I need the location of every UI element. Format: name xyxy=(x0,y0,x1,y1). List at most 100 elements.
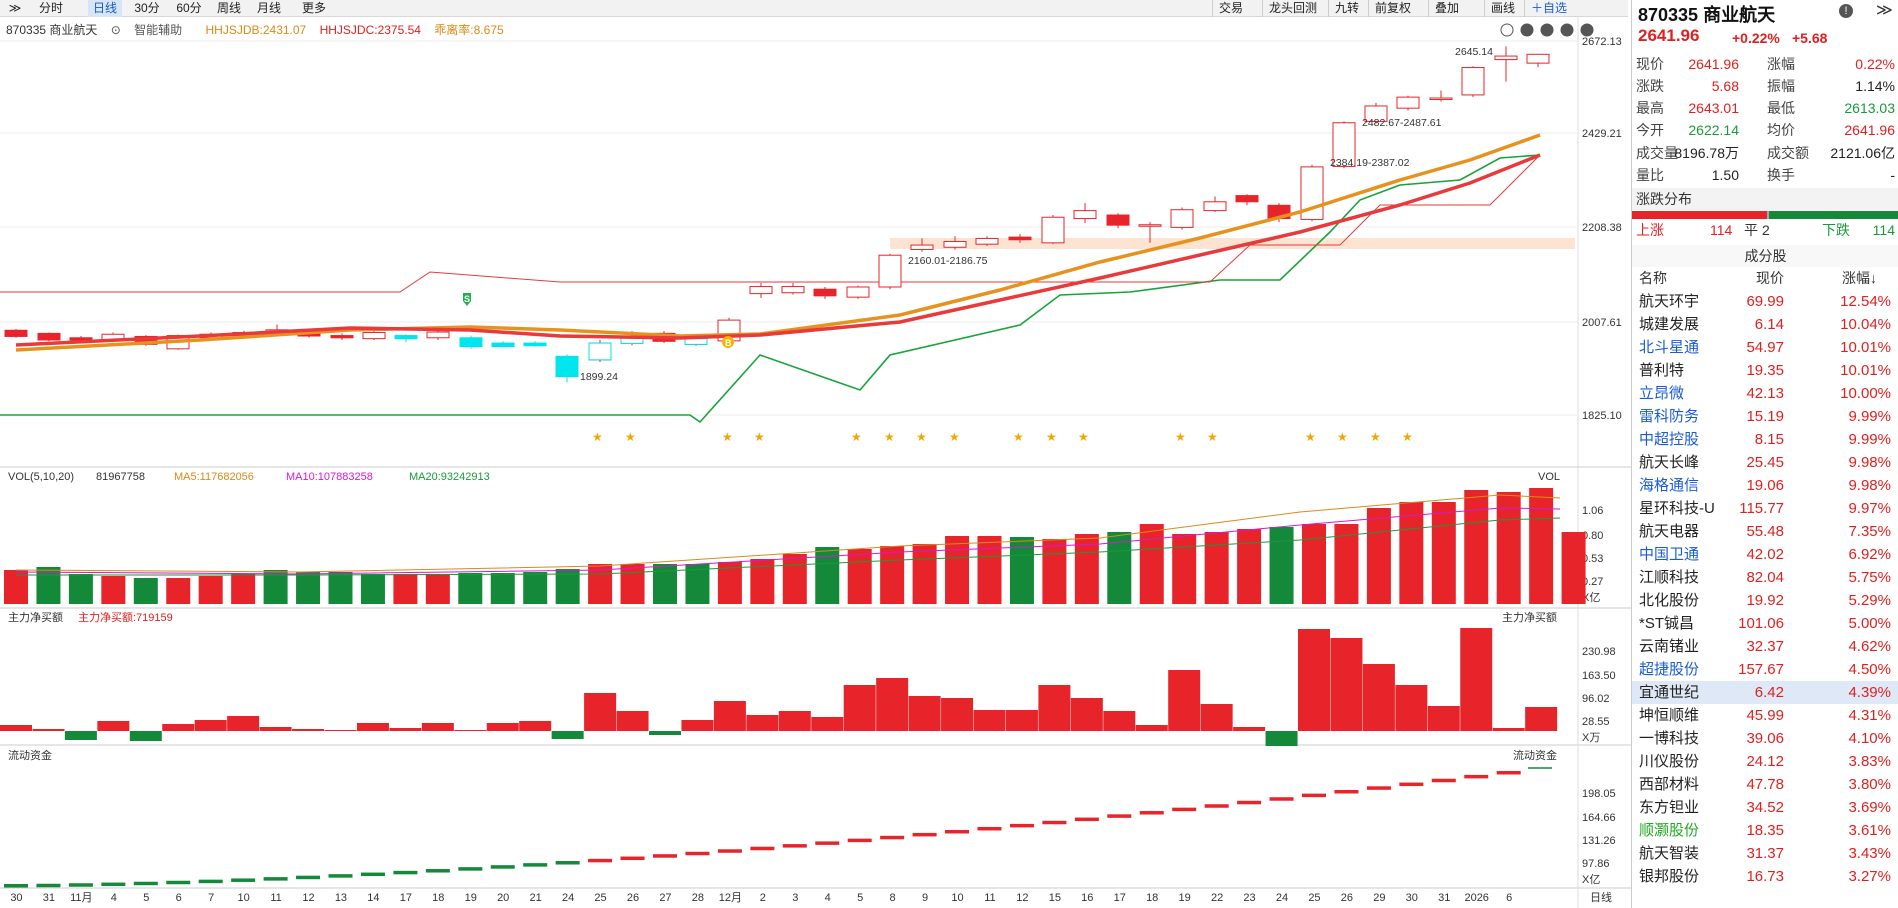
tab-60min[interactable]: 60分 xyxy=(176,1,202,15)
trade-button[interactable]: 交易 xyxy=(1212,0,1249,17)
stock-price: 31.37 xyxy=(1746,845,1784,862)
x-axis-label: 12 xyxy=(302,892,314,904)
col-price[interactable]: 现价 xyxy=(1756,270,1784,286)
netbuy-bar xyxy=(908,696,941,731)
stock-change: 5.29% xyxy=(1848,592,1891,609)
leader-backtest-button[interactable]: 龙头回测 xyxy=(1262,0,1323,17)
chart-toolbar: ≫ 分时 日线 30分 60分 周线 月线 更多 交易 龙头回测 九转 前复权 … xyxy=(0,0,1628,17)
stock-row[interactable]: 航天智装 31.37 3.43% xyxy=(1632,842,1898,865)
flow-bar xyxy=(101,882,126,887)
stock-change: 4.10% xyxy=(1848,730,1891,747)
x-axis-label: 31 xyxy=(43,892,55,904)
star-icon: ★ xyxy=(754,430,765,444)
stock-row[interactable]: 星环科技-U 115.77 9.97% xyxy=(1632,497,1898,520)
flow-bar xyxy=(231,878,256,882)
help-icon[interactable] xyxy=(1560,23,1574,37)
constituents-header: 成分股 xyxy=(1632,245,1898,267)
add-icon[interactable] xyxy=(1520,23,1534,37)
star-icon: ★ xyxy=(1207,430,1218,444)
stock-row[interactable]: 普利特 19.35 10.01% xyxy=(1632,359,1898,382)
vol-right-label: VOL xyxy=(1538,471,1560,483)
stock-row[interactable]: 江顺科技 82.04 5.75% xyxy=(1632,566,1898,589)
stock-row[interactable]: 航天环宇 69.99 12.54% xyxy=(1632,290,1898,313)
stock-row[interactable]: 东方钽业 34.52 3.69% xyxy=(1632,796,1898,819)
stock-row[interactable]: 坤恒顺维 45.99 4.31% xyxy=(1632,704,1898,727)
flow-bar xyxy=(750,846,775,851)
info-icon[interactable]: ! xyxy=(1839,4,1853,18)
quote-value: 1.14% xyxy=(1855,78,1895,94)
x-axis-label: 10 xyxy=(951,892,963,904)
stock-change: 9.98% xyxy=(1848,477,1891,494)
candle-body-down xyxy=(459,337,483,348)
volume-bar xyxy=(458,573,483,604)
x-axis-label: 5 xyxy=(857,892,863,904)
star-icon: ★ xyxy=(1337,430,1348,444)
stock-row[interactable]: 北斗星通 54.97 10.01% xyxy=(1632,336,1898,359)
stock-name: 超捷股份 xyxy=(1639,661,1700,678)
stock-row[interactable]: 川仪股份 24.12 3.83% xyxy=(1632,750,1898,773)
stock-row[interactable]: 中国卫通 42.02 6.92% xyxy=(1632,543,1898,566)
quote-change-pct: +0.22% xyxy=(1732,30,1780,46)
quote-label: 量比 xyxy=(1636,167,1664,183)
stock-row[interactable]: 宜通世纪 6.42 4.39% xyxy=(1632,681,1898,704)
tab-monthly[interactable]: 月线 xyxy=(256,1,281,15)
stock-row[interactable]: 云南锗业 32.37 4.62% xyxy=(1632,635,1898,658)
stock-row[interactable]: 超捷股份 157.67 4.50% xyxy=(1632,658,1898,681)
flow-tick-label: X亿 xyxy=(1582,873,1600,886)
adjust-button[interactable]: 前复权 xyxy=(1368,0,1417,17)
stock-row[interactable]: 立昂微 42.13 10.00% xyxy=(1632,382,1898,405)
netbuy-bar xyxy=(681,720,714,731)
stock-row[interactable]: 海格通信 19.06 9.98% xyxy=(1632,474,1898,497)
flow-bar xyxy=(1139,811,1164,815)
minus-icon[interactable] xyxy=(1540,23,1554,37)
draw-button[interactable]: 画线 xyxy=(1484,0,1521,17)
col-name[interactable]: 名称 xyxy=(1639,270,1667,286)
stock-row[interactable]: *ST铖昌 101.06 5.00% xyxy=(1632,612,1898,635)
col-change[interactable]: 涨幅↓ xyxy=(1842,270,1877,286)
volume-bar xyxy=(620,564,645,604)
volume-bar xyxy=(68,574,93,604)
tab-30min[interactable]: 30分 xyxy=(134,1,160,15)
tab-daily[interactable]: 日线 xyxy=(88,0,122,17)
stock-row[interactable]: 一博科技 39.06 4.10% xyxy=(1632,727,1898,750)
assist-label: 智能辅助 xyxy=(134,23,183,37)
volume-bar xyxy=(101,576,126,604)
tab-intraday[interactable]: 分时 xyxy=(38,1,63,15)
flow-bar xyxy=(880,835,905,840)
add-watchlist-button[interactable]: ＋自选 xyxy=(1524,0,1573,17)
stock-row[interactable]: 中超控股 8.15 9.99% xyxy=(1632,428,1898,451)
stock-row[interactable]: 雷科防务 15.19 9.99% xyxy=(1632,405,1898,428)
stock-row[interactable]: 航天电器 55.48 7.35% xyxy=(1632,520,1898,543)
assist-toggle[interactable]: ⊙ 智能辅助 xyxy=(111,23,192,37)
stock-row[interactable]: 西部材料 47.78 3.80% xyxy=(1632,773,1898,796)
star-icon: ★ xyxy=(722,430,733,444)
stock-row[interactable]: 顺灏股份 18.35 3.61% xyxy=(1632,819,1898,842)
candle-body-down xyxy=(523,342,547,347)
stock-price: 15.19 xyxy=(1746,408,1784,425)
stock-name: 航天长峰 xyxy=(1639,454,1700,471)
netbuy-bar xyxy=(1492,728,1525,731)
gear-icon[interactable] xyxy=(1500,23,1514,37)
stock-row[interactable]: 航天长峰 25.45 9.98% xyxy=(1632,451,1898,474)
code-name: 870335 商业航天 xyxy=(6,23,98,37)
stock-row[interactable]: 北化股份 19.92 5.29% xyxy=(1632,589,1898,612)
flow-bar xyxy=(198,879,223,884)
tab-more[interactable]: 更多 xyxy=(301,1,326,15)
collapse-icon[interactable]: ≫ xyxy=(1876,2,1893,19)
nav-arrow-icon[interactable]: ≫ xyxy=(8,1,22,15)
close-icon[interactable] xyxy=(1580,23,1594,37)
flow-bar xyxy=(458,867,483,871)
nine-turn-button[interactable]: 九转 xyxy=(1328,0,1365,17)
indicator-bar: 870335 商业航天 ⊙ 智能辅助 HHJSJDB:2431.07 HHJSJ… xyxy=(6,22,514,38)
x-axis-label: 19 xyxy=(465,892,477,904)
volume-bar xyxy=(166,578,191,604)
netbuy-bar xyxy=(1265,731,1298,746)
stock-row[interactable]: 城建发展 6.14 10.04% xyxy=(1632,313,1898,336)
overlay-button[interactable]: 叠加 xyxy=(1428,0,1465,17)
stock-row[interactable]: 银邦股份 16.73 3.27% xyxy=(1632,865,1898,888)
stock-change: 3.27% xyxy=(1848,868,1891,885)
tab-weekly[interactable]: 周线 xyxy=(216,1,241,15)
stock-price: 45.99 xyxy=(1746,707,1784,724)
stock-name: 银邦股份 xyxy=(1639,868,1700,885)
kline-chart[interactable]: 2672.13 2429.21 2208.38 2007.61 1825.10 2645.… xyxy=(0,0,1631,908)
